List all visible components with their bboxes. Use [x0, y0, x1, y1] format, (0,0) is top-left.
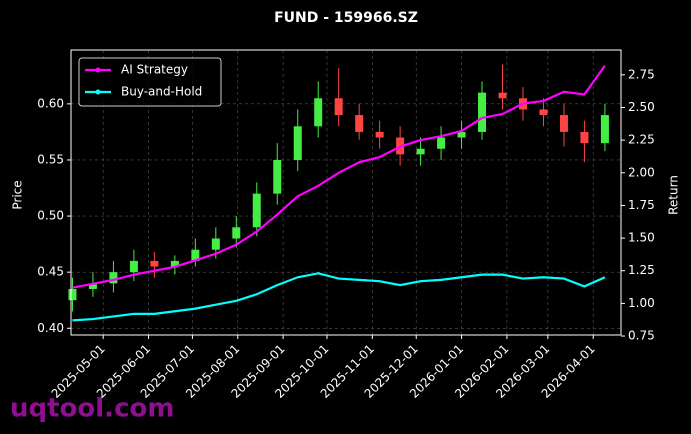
- y2-tick-label: 2.50: [628, 100, 655, 114]
- candle-body: [498, 92, 507, 99]
- y2-tick-label: 2.00: [628, 165, 655, 179]
- plot-frame: [70, 49, 622, 336]
- candle-body: [539, 109, 548, 116]
- legend: AI Strategy Buy-and-Hold: [78, 57, 222, 107]
- candle-body: [252, 193, 261, 228]
- y2-tick-label: 2.25: [628, 133, 655, 147]
- legend-marker: [95, 67, 101, 73]
- legend-marker: [95, 89, 101, 95]
- candle-body: [437, 137, 446, 149]
- candle-body: [559, 115, 568, 132]
- y-tick-label: 0.50: [37, 209, 64, 223]
- series-line: [72, 65, 606, 289]
- candle-body: [232, 227, 241, 239]
- y-tick-label: 0.60: [37, 96, 64, 110]
- candle-body: [68, 288, 77, 301]
- candle-body: [457, 131, 466, 138]
- candle-body: [109, 272, 118, 284]
- legend-box: [78, 57, 222, 107]
- y2-tick-label: 1.25: [628, 263, 655, 277]
- candle-body: [273, 159, 282, 194]
- watermark: uqtool.com: [10, 394, 174, 424]
- y2-tick-label: 1.00: [628, 296, 655, 310]
- y-tick-label: 0.45: [37, 265, 64, 279]
- y2-axis-label: Return: [667, 175, 681, 215]
- y-axis-label: Price: [11, 180, 25, 209]
- y-tick-label: 0.55: [37, 152, 64, 166]
- y2-tick-label: 1.50: [628, 231, 655, 245]
- y-tick-label: 0.40: [37, 321, 64, 335]
- candle-body: [355, 115, 364, 132]
- candle-body: [334, 98, 343, 116]
- y2-tick-label: 2.75: [628, 67, 655, 81]
- chart-title: FUND - 159966.SZ: [274, 10, 418, 26]
- candle-body: [600, 115, 609, 144]
- candle-body: [314, 98, 323, 127]
- candle-body: [211, 238, 220, 250]
- legend-label: Buy-and-Hold: [121, 85, 202, 99]
- legend-label: AI Strategy: [121, 63, 188, 77]
- candle-body: [191, 249, 200, 261]
- candle-body: [478, 92, 487, 132]
- candle-body: [293, 126, 302, 160]
- y2-tick-label: 1.75: [628, 198, 655, 212]
- candle-body: [88, 283, 97, 289]
- series-line: [72, 272, 606, 322]
- candle-body: [150, 260, 159, 267]
- candle-body: [580, 131, 589, 144]
- y2-tick-label: 0.75: [628, 329, 655, 343]
- candle-body: [375, 131, 384, 138]
- candle-body: [416, 148, 425, 155]
- candle-body: [170, 260, 179, 267]
- candle-body: [129, 260, 138, 273]
